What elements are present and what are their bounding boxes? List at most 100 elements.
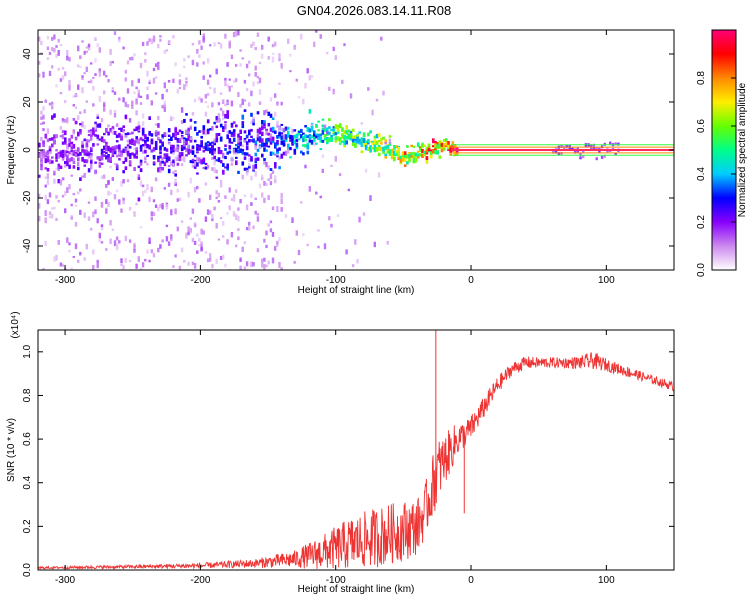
spectrogram-cell xyxy=(226,212,229,215)
spectrogram-cell xyxy=(206,209,210,215)
spectrogram-cell xyxy=(334,55,337,60)
spectrogram-cell xyxy=(226,83,229,88)
spectrogram-cell xyxy=(560,151,563,155)
spectrogram-cell xyxy=(263,147,266,152)
spectrogram-cell xyxy=(254,210,257,215)
spectrogram-cell xyxy=(185,140,188,144)
spectrogram-cell xyxy=(250,156,253,162)
spectrogram-cell xyxy=(137,89,140,95)
spectrogram-cell xyxy=(159,139,162,144)
spectrogram-cell xyxy=(46,199,50,205)
spectrogram-cell xyxy=(90,131,93,135)
spectrogram-cell xyxy=(196,144,199,149)
spectrogram-cell xyxy=(306,150,310,155)
spectrogram-cell xyxy=(250,202,253,206)
spectrogram-cell xyxy=(44,217,47,224)
spectrogram-cell xyxy=(53,134,56,137)
spectrogram-cell xyxy=(310,139,314,145)
spectrogram-cell xyxy=(126,146,130,149)
spectrogram-cell xyxy=(408,157,411,163)
spectrogram-cell xyxy=(113,109,117,113)
spectrogram-cell xyxy=(321,154,324,158)
spectrogram-cell xyxy=(274,162,277,166)
spectrogram-cell xyxy=(209,44,212,47)
spectrogram-cell xyxy=(159,244,162,249)
spectrogram-cell xyxy=(180,144,184,150)
spectrogram-cell xyxy=(237,170,240,174)
spectrogram-cell xyxy=(451,141,455,146)
spectrogram-cell xyxy=(243,266,247,270)
spectrogram-cell xyxy=(185,138,188,142)
spectrogram-cells xyxy=(38,30,674,270)
spectrogram-cell xyxy=(139,137,143,141)
spectrogram-cell xyxy=(85,159,89,164)
spectrogram-cell xyxy=(48,137,52,141)
spectrogram-cell xyxy=(38,174,41,178)
spectrogram-cell xyxy=(55,45,58,48)
spectrogram-cell xyxy=(230,125,234,128)
spectrogram-cell xyxy=(406,161,409,165)
spectrogram-cell xyxy=(254,152,258,157)
spectrogram-cell xyxy=(217,146,221,151)
spectrogram-cell xyxy=(193,98,197,103)
spectrogram-cell xyxy=(38,193,41,198)
spectrogram-cell xyxy=(118,39,121,43)
spectrogram-cell xyxy=(77,147,80,152)
spectrogram-cell xyxy=(302,98,305,105)
spectrogram-cell xyxy=(174,132,177,137)
spectrogram-cell xyxy=(85,148,88,150)
spectrogram-cell xyxy=(243,109,247,112)
spectrogram-cell xyxy=(248,162,251,167)
spectrogram-cell xyxy=(122,97,125,103)
spectrogram-cell xyxy=(105,151,108,155)
spectrogram-cell xyxy=(241,124,245,129)
spectrogram-cell xyxy=(243,152,247,156)
spectrogram-cell xyxy=(70,203,73,207)
spectrogram-cell xyxy=(308,109,312,114)
spectrogram-cell xyxy=(347,133,351,137)
spectrogram-cell xyxy=(449,153,452,156)
spectrogram-cell xyxy=(241,246,244,252)
spectrogram-cell xyxy=(126,179,130,183)
spectrogram-cell xyxy=(261,153,264,158)
spectrogram-cell xyxy=(434,140,437,144)
spectrogram-cell xyxy=(61,194,65,198)
spectrogram-cell xyxy=(373,135,377,139)
spectrogram-cell xyxy=(401,157,405,162)
snr-line xyxy=(38,352,674,570)
spectrogram-cell xyxy=(224,144,227,148)
spectrogram-cell xyxy=(317,129,320,132)
y-tick-label: 20 xyxy=(22,96,33,108)
spectrogram-cell xyxy=(141,262,145,268)
spectrogram-cell xyxy=(128,160,132,165)
colorbar-gradient xyxy=(711,29,737,271)
spectrogram-cell xyxy=(46,128,50,134)
spectrogram-cell xyxy=(576,150,579,154)
spectrogram-cell xyxy=(100,224,104,227)
spectrogram-cell xyxy=(51,156,54,159)
spectrogram-cell xyxy=(263,121,266,126)
spectrogram-cell xyxy=(109,165,112,169)
spectrogram-cell xyxy=(128,152,132,158)
spectrogram-cell xyxy=(237,215,240,222)
spectrogram-cell xyxy=(144,52,147,56)
x-tick-label: -100 xyxy=(326,575,346,586)
spectrogram-cell xyxy=(276,148,279,154)
spectrogram-cell xyxy=(191,150,195,155)
spectrogram-cell xyxy=(87,201,91,204)
spectrogram-cell xyxy=(252,138,255,141)
spectrogram-cell xyxy=(341,140,344,143)
spectrogram-cell xyxy=(310,126,314,132)
spectrogram-cell xyxy=(90,147,93,151)
spectrogram-cell xyxy=(232,137,236,142)
spectrogram-cell xyxy=(369,140,372,143)
spectrogram-cell xyxy=(157,159,160,163)
spectrogram-cell xyxy=(44,176,47,179)
spectrogram-cell xyxy=(254,140,258,145)
spectrogram-cell xyxy=(243,167,247,171)
spectrogram-cell xyxy=(120,129,123,132)
spectrogram-cell xyxy=(215,190,218,195)
spectrogram-cell xyxy=(64,130,67,136)
spectrogram-cell xyxy=(154,63,158,67)
spectrogram-cell xyxy=(261,142,264,148)
